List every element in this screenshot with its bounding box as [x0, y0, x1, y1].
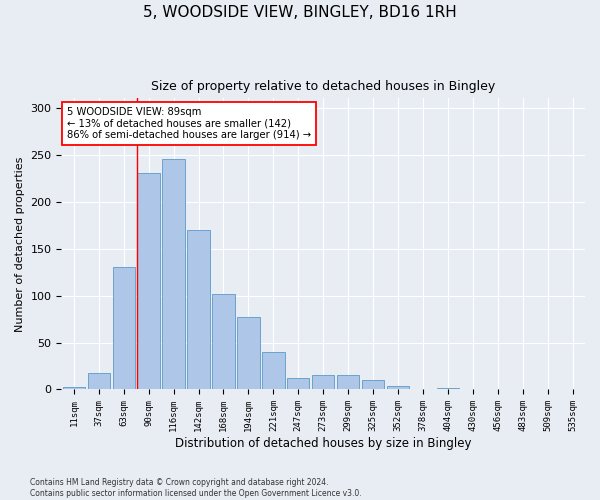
Bar	[163, 160, 185, 390]
Bar	[387, 386, 409, 390]
Bar	[113, 268, 135, 390]
Bar	[262, 352, 284, 390]
Bar	[287, 378, 310, 390]
Text: 5, WOODSIDE VIEW, BINGLEY, BD16 1RH: 5, WOODSIDE VIEW, BINGLEY, BD16 1RH	[143, 5, 457, 20]
Bar	[137, 174, 160, 390]
Bar	[362, 380, 384, 390]
Bar	[562, 388, 584, 390]
Bar	[312, 376, 334, 390]
Y-axis label: Number of detached properties: Number of detached properties	[15, 156, 25, 332]
Title: Size of property relative to detached houses in Bingley: Size of property relative to detached ho…	[151, 80, 496, 93]
Bar	[437, 388, 459, 390]
X-axis label: Distribution of detached houses by size in Bingley: Distribution of detached houses by size …	[175, 437, 472, 450]
Bar	[62, 386, 85, 390]
Text: Contains HM Land Registry data © Crown copyright and database right 2024.
Contai: Contains HM Land Registry data © Crown c…	[30, 478, 362, 498]
Bar	[212, 294, 235, 390]
Bar	[237, 317, 260, 390]
Text: 5 WOODSIDE VIEW: 89sqm
← 13% of detached houses are smaller (142)
86% of semi-de: 5 WOODSIDE VIEW: 89sqm ← 13% of detached…	[67, 107, 311, 140]
Bar	[337, 376, 359, 390]
Bar	[88, 372, 110, 390]
Bar	[187, 230, 210, 390]
